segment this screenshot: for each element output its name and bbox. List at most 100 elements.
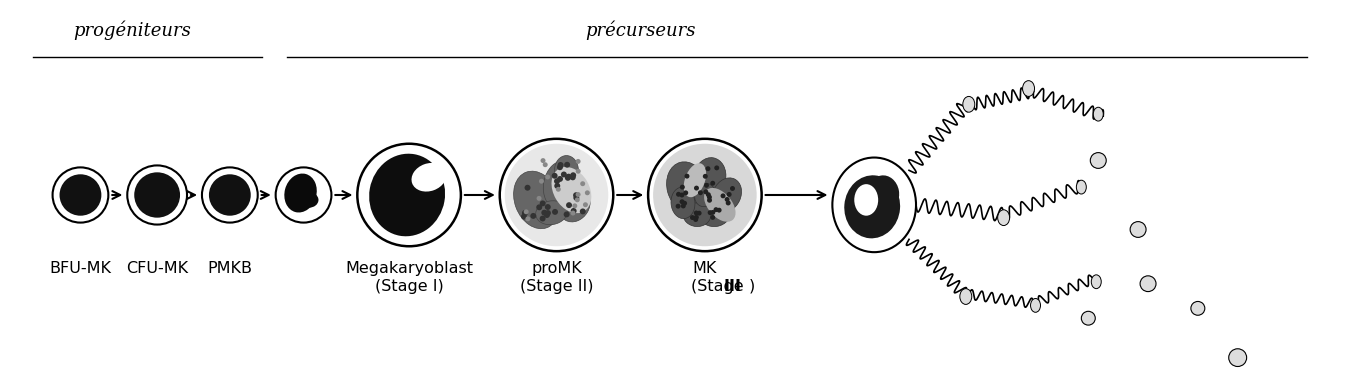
Text: précurseurs: précurseurs xyxy=(584,21,695,40)
Ellipse shape xyxy=(357,144,461,246)
Ellipse shape xyxy=(505,144,609,246)
Ellipse shape xyxy=(710,210,716,215)
Ellipse shape xyxy=(575,192,580,197)
Ellipse shape xyxy=(570,174,576,180)
Ellipse shape xyxy=(202,167,257,223)
Ellipse shape xyxy=(869,175,900,211)
Ellipse shape xyxy=(702,174,708,179)
Ellipse shape xyxy=(854,184,878,216)
Ellipse shape xyxy=(545,210,551,216)
Ellipse shape xyxy=(725,197,729,202)
Ellipse shape xyxy=(714,165,720,170)
Ellipse shape xyxy=(559,188,590,222)
Ellipse shape xyxy=(134,172,180,218)
Ellipse shape xyxy=(574,195,579,201)
Ellipse shape xyxy=(648,139,762,251)
Ellipse shape xyxy=(575,169,580,174)
Ellipse shape xyxy=(499,139,613,251)
Ellipse shape xyxy=(540,200,545,207)
Ellipse shape xyxy=(683,190,689,195)
Ellipse shape xyxy=(704,188,736,222)
Ellipse shape xyxy=(566,173,571,180)
Ellipse shape xyxy=(540,216,545,221)
Ellipse shape xyxy=(693,217,698,222)
Ellipse shape xyxy=(683,203,710,226)
Ellipse shape xyxy=(685,173,690,179)
Ellipse shape xyxy=(710,181,716,186)
Ellipse shape xyxy=(1023,81,1035,96)
Ellipse shape xyxy=(553,178,560,184)
Ellipse shape xyxy=(545,175,551,179)
Ellipse shape xyxy=(557,176,563,182)
Ellipse shape xyxy=(694,183,716,207)
Ellipse shape xyxy=(536,201,567,225)
Ellipse shape xyxy=(681,203,686,209)
Ellipse shape xyxy=(712,178,741,212)
Ellipse shape xyxy=(276,167,331,223)
Ellipse shape xyxy=(694,186,700,191)
Ellipse shape xyxy=(1031,298,1040,312)
Ellipse shape xyxy=(53,167,108,223)
Ellipse shape xyxy=(580,209,586,214)
Ellipse shape xyxy=(679,185,685,189)
Text: III: III xyxy=(724,279,741,294)
Ellipse shape xyxy=(667,162,708,212)
Ellipse shape xyxy=(690,215,695,220)
Ellipse shape xyxy=(727,192,732,197)
Ellipse shape xyxy=(694,158,727,197)
Ellipse shape xyxy=(514,171,560,229)
Text: MK: MK xyxy=(693,261,717,276)
Ellipse shape xyxy=(832,158,916,252)
Ellipse shape xyxy=(1092,275,1101,289)
Ellipse shape xyxy=(552,173,557,179)
Ellipse shape xyxy=(700,199,731,227)
Ellipse shape xyxy=(697,211,702,216)
Ellipse shape xyxy=(1093,107,1103,121)
Ellipse shape xyxy=(698,190,704,195)
Text: Megakaryoblast: Megakaryoblast xyxy=(345,261,474,276)
Ellipse shape xyxy=(679,199,685,204)
Ellipse shape xyxy=(557,164,563,170)
Ellipse shape xyxy=(997,210,1009,226)
Ellipse shape xyxy=(694,215,700,220)
Ellipse shape xyxy=(411,163,446,191)
Ellipse shape xyxy=(844,175,900,238)
Ellipse shape xyxy=(299,192,318,208)
Ellipse shape xyxy=(557,162,564,168)
Text: ): ) xyxy=(748,279,755,294)
Ellipse shape xyxy=(571,210,575,216)
Ellipse shape xyxy=(541,158,545,163)
Ellipse shape xyxy=(544,212,549,218)
Ellipse shape xyxy=(683,163,706,197)
Ellipse shape xyxy=(566,202,572,208)
Ellipse shape xyxy=(571,208,576,214)
Ellipse shape xyxy=(704,189,708,194)
Ellipse shape xyxy=(574,192,579,198)
Text: (Stage II): (Stage II) xyxy=(520,279,593,294)
Ellipse shape xyxy=(530,213,536,219)
Ellipse shape xyxy=(564,162,570,168)
Ellipse shape xyxy=(545,204,551,210)
Ellipse shape xyxy=(402,198,432,222)
Ellipse shape xyxy=(536,204,543,210)
Ellipse shape xyxy=(963,96,974,112)
Ellipse shape xyxy=(676,192,681,197)
Ellipse shape xyxy=(706,194,712,200)
Ellipse shape xyxy=(1081,311,1096,325)
Ellipse shape xyxy=(127,165,187,224)
Ellipse shape xyxy=(564,212,570,217)
Ellipse shape xyxy=(705,166,710,171)
Ellipse shape xyxy=(564,175,571,181)
Ellipse shape xyxy=(717,208,721,213)
Text: progéniteurs: progéniteurs xyxy=(73,21,191,40)
Ellipse shape xyxy=(543,162,548,167)
Ellipse shape xyxy=(1130,222,1146,237)
Ellipse shape xyxy=(580,181,586,186)
Ellipse shape xyxy=(60,174,101,216)
Text: (Stage I): (Stage I) xyxy=(375,279,444,294)
Ellipse shape xyxy=(583,202,589,207)
Ellipse shape xyxy=(713,207,718,212)
Text: proMK: proMK xyxy=(532,261,582,276)
Ellipse shape xyxy=(1191,301,1204,315)
Ellipse shape xyxy=(561,172,567,177)
